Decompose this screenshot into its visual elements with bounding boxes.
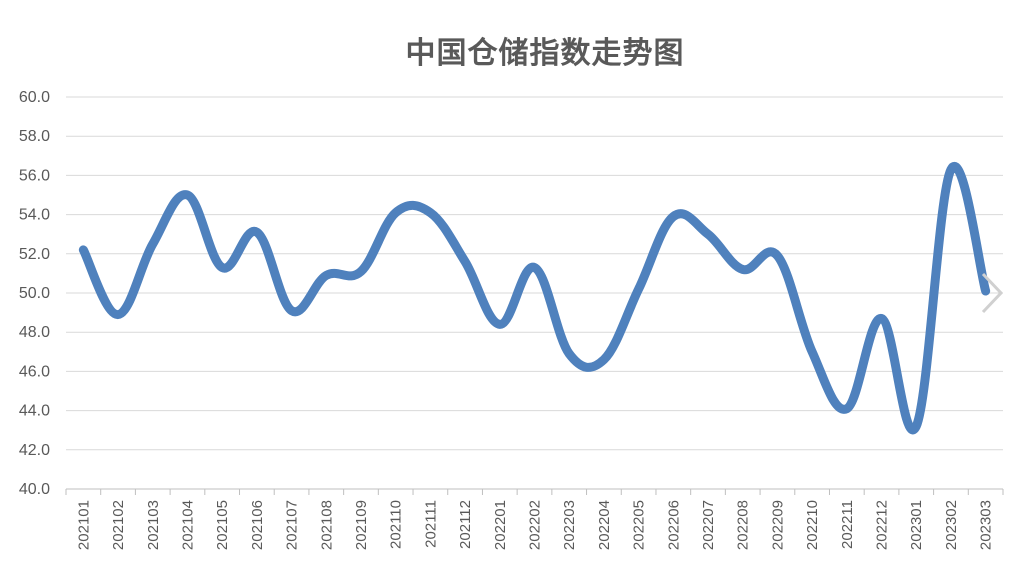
data-point bbox=[881, 317, 883, 319]
x-tick-label: 202211 bbox=[839, 500, 856, 549]
chevron-right-icon[interactable] bbox=[977, 270, 1007, 316]
y-tick-label: 52.0 bbox=[19, 246, 50, 263]
x-tick-label: 202101 bbox=[75, 500, 92, 550]
data-point bbox=[707, 233, 709, 235]
data-point bbox=[846, 408, 848, 410]
gridlines bbox=[66, 96, 1003, 490]
data-point bbox=[776, 255, 778, 257]
x-tick-label: 202103 bbox=[145, 500, 162, 550]
y-tick-label: 58.0 bbox=[19, 128, 50, 145]
data-point bbox=[360, 270, 362, 272]
x-tick-label: 202206 bbox=[665, 500, 682, 550]
x-tick-label: 202209 bbox=[769, 500, 786, 550]
data-point bbox=[985, 290, 987, 292]
x-tick-label: 202205 bbox=[631, 500, 648, 550]
data-point bbox=[672, 216, 674, 218]
x-tick-label: 202102 bbox=[110, 500, 127, 550]
x-tick-label: 202212 bbox=[874, 500, 891, 550]
x-tick-label: 202112 bbox=[457, 500, 474, 549]
x-tick-label: 202210 bbox=[804, 500, 821, 550]
data-point bbox=[811, 351, 813, 353]
x-tick-label: 202201 bbox=[492, 500, 509, 550]
data-point bbox=[950, 169, 952, 171]
data-point bbox=[429, 212, 431, 214]
series-layer bbox=[78, 161, 991, 435]
x-tick-label: 202106 bbox=[249, 500, 266, 550]
y-tick-label: 60.0 bbox=[19, 89, 50, 106]
data-point bbox=[221, 267, 223, 269]
x-tick-label: 202105 bbox=[214, 500, 231, 550]
x-tick-label: 202208 bbox=[735, 500, 752, 550]
data-point bbox=[603, 359, 605, 361]
data-point bbox=[152, 243, 154, 245]
data-point bbox=[186, 194, 188, 196]
x-tick-label: 202109 bbox=[353, 500, 370, 550]
x-tick-label: 202110 bbox=[388, 500, 405, 549]
data-point bbox=[325, 274, 327, 276]
y-tick-label: 44.0 bbox=[19, 403, 50, 420]
data-point bbox=[464, 261, 466, 263]
data-point bbox=[117, 314, 119, 316]
y-tick-label: 46.0 bbox=[19, 363, 50, 380]
chart-title: 中国仓储指数走势图 bbox=[405, 36, 685, 71]
data-point bbox=[568, 353, 570, 355]
data-point bbox=[915, 425, 917, 427]
data-point bbox=[638, 288, 640, 290]
x-tick-label: 202303 bbox=[978, 500, 995, 550]
y-axis-ticks: 40.0 42.0 44.0 46.0 48.0 50.0 52.0 54.0 56.0 58.0… bbox=[19, 89, 50, 498]
x-tick-label: 202302 bbox=[943, 500, 960, 550]
y-tick-label: 56.0 bbox=[19, 167, 50, 184]
data-point bbox=[291, 310, 293, 312]
x-tick-label: 202104 bbox=[179, 500, 196, 550]
x-tick-label: 202207 bbox=[700, 500, 717, 550]
y-tick-label: 54.0 bbox=[19, 207, 50, 224]
x-tick-label: 202202 bbox=[527, 500, 544, 550]
x-tick-label: 202111 bbox=[422, 500, 439, 548]
series-line bbox=[78, 161, 991, 435]
data-point bbox=[534, 267, 535, 269]
x-tick-label: 202108 bbox=[318, 500, 335, 550]
x-tick-label: 202204 bbox=[596, 500, 613, 550]
data-point bbox=[499, 323, 501, 325]
data-point bbox=[395, 212, 397, 214]
y-tick-label: 48.0 bbox=[19, 324, 50, 341]
data-point bbox=[82, 249, 84, 251]
y-tick-label: 42.0 bbox=[19, 442, 50, 459]
y-tick-label: 50.0 bbox=[19, 285, 50, 302]
data-point bbox=[742, 268, 744, 270]
data-point bbox=[256, 231, 258, 233]
y-tick-label: 40.0 bbox=[19, 481, 50, 498]
x-tick-label: 202107 bbox=[284, 500, 301, 550]
x-axis-ticks: 202101 202102 202103 202104 202105 202106 2021… bbox=[65, 489, 1004, 550]
x-tick-label: 202301 bbox=[908, 500, 925, 550]
x-tick-label: 202203 bbox=[561, 500, 578, 550]
